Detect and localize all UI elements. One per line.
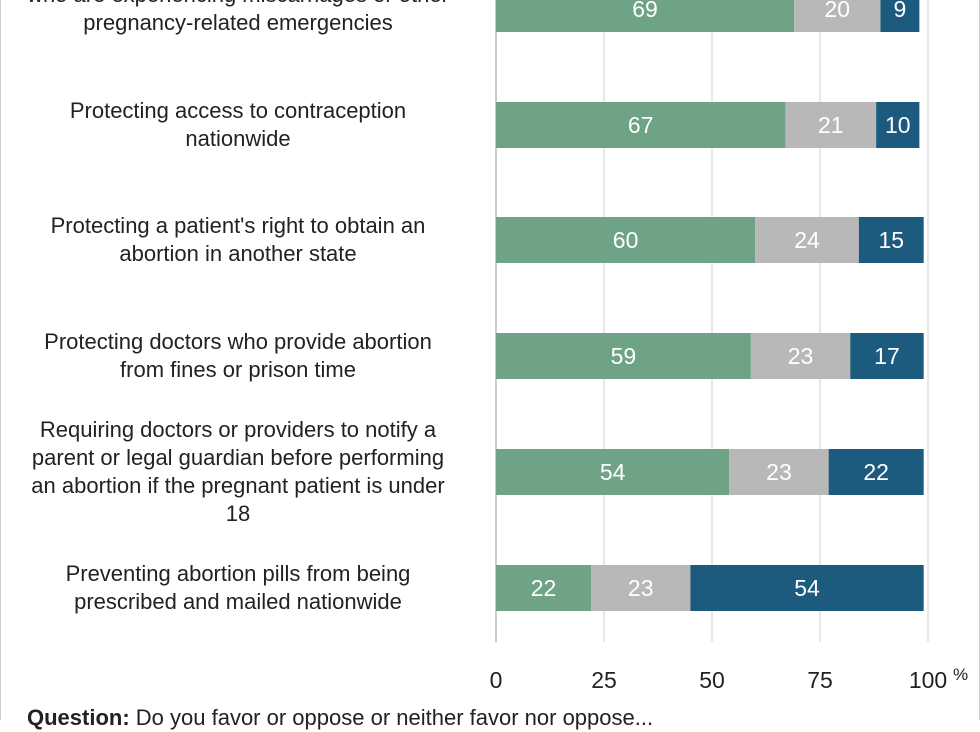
bar-favor-4	[496, 449, 730, 495]
data-label-neither-0: 20	[824, 0, 850, 22]
category-label-5: Preventing abortion pills from being pres…	[3, 560, 473, 616]
category-label-2: Protecting a patient's right to obtain a…	[3, 212, 473, 268]
bar-favor-1	[496, 102, 786, 148]
data-label-favor-3: 59	[611, 343, 637, 369]
data-label-oppose-1: 10	[885, 112, 911, 138]
data-label-favor-5: 22	[531, 575, 557, 601]
bar-oppose-2	[858, 217, 924, 263]
category-label-line: Requiring doctors or providers to notify…	[39, 417, 437, 442]
bar-oppose-0	[880, 0, 920, 32]
category-label-line: 18	[225, 501, 251, 526]
x-tick-label-0: 0	[490, 667, 503, 693]
category-label-line: from fines or prison time	[120, 357, 356, 382]
bar-neither-2	[755, 217, 859, 263]
question-label: Question:	[27, 705, 130, 730]
bar-neither-1	[785, 102, 877, 148]
data-label-favor-2: 60	[613, 227, 639, 253]
category-label-line: nationwide	[185, 126, 291, 151]
data-label-favor-1: 67	[628, 112, 654, 138]
bar-oppose-4	[828, 449, 924, 495]
category-label-3: Protecting doctors who provide abortion f…	[3, 328, 473, 384]
x-tick-label-50: 50	[699, 667, 725, 693]
bar-oppose-1	[876, 102, 920, 148]
x-axis-unit: %	[953, 665, 968, 684]
category-label-line: who are experiencing miscarriages or oth…	[3, 0, 473, 9]
data-label-neither-3: 23	[788, 343, 814, 369]
data-label-oppose-3: 17	[874, 343, 900, 369]
bar-neither-4	[729, 449, 829, 495]
category-label-1: Protecting access to contraception nation…	[3, 97, 473, 153]
category-label-line: an abortion if the pregnant patient is u…	[31, 473, 445, 498]
x-tick-label-25: 25	[591, 667, 617, 693]
data-label-oppose-4: 22	[863, 459, 889, 485]
category-label-line: Preventing abortion pills from being	[65, 561, 411, 586]
question-body: Do you favor or oppose or neither favor …	[129, 705, 654, 730]
data-label-favor-4: 54	[600, 459, 626, 485]
category-label-line: parent or legal guardian before performi…	[31, 445, 445, 470]
bar-favor-2	[496, 217, 756, 263]
category-label-line: abortion in another state	[119, 241, 357, 266]
data-label-neither-5: 23	[628, 575, 654, 601]
category-label-line: Protecting a patient's right to obtain a…	[50, 213, 426, 238]
data-label-oppose-5: 54	[794, 575, 820, 601]
category-label-0: who are experiencing miscarriages or oth…	[3, 0, 473, 37]
category-label-line: Protecting access to contraception	[69, 98, 407, 123]
category-label-4: Requiring doctors or providers to notify…	[3, 416, 473, 528]
x-tick-label-75: 75	[807, 667, 833, 693]
bar-favor-5	[496, 565, 592, 611]
data-label-neither-4: 23	[766, 459, 792, 485]
category-label-line: Protecting doctors who provide abortion	[44, 329, 432, 354]
x-tick-label-100: 100	[909, 667, 947, 693]
bar-favor-3	[496, 333, 751, 379]
bar-oppose-5	[690, 565, 924, 611]
data-label-oppose-0: 9	[894, 0, 907, 22]
data-label-neither-2: 24	[794, 227, 820, 253]
bar-oppose-3	[850, 333, 924, 379]
bar-neither-5	[591, 565, 691, 611]
category-label-line: pregnancy-related emergencies	[83, 10, 393, 35]
data-label-neither-1: 21	[818, 112, 844, 138]
category-label-line: prescribed and mailed nationwide	[74, 589, 402, 614]
bar-neither-0	[794, 0, 881, 32]
frame-left-border	[0, 0, 1, 720]
bar-neither-3	[750, 333, 851, 379]
data-label-oppose-2: 15	[878, 227, 904, 253]
question-text: Question: Do you favor or oppose or neit…	[27, 704, 653, 732]
data-label-favor-0: 69	[632, 0, 658, 22]
bar-favor-0	[496, 0, 795, 32]
